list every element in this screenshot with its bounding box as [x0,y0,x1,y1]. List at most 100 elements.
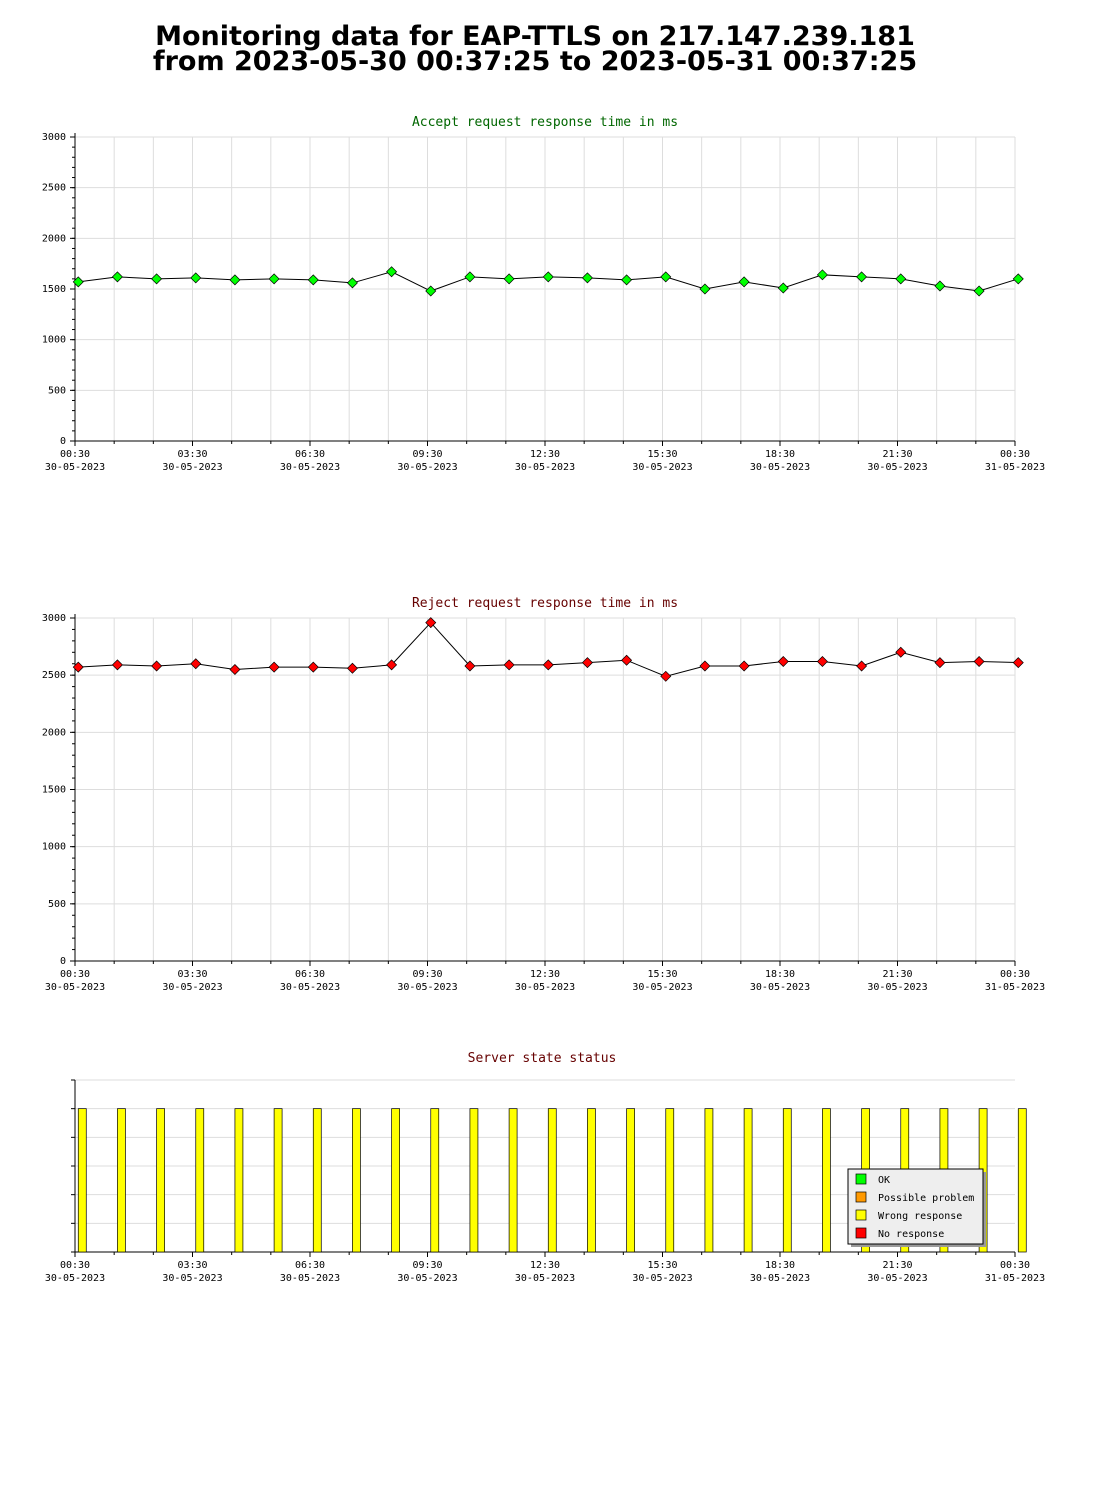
status-bar [822,1108,831,1253]
reject-response-chart: Reject request response time in ms 0 500 10… [42,596,1045,993]
status-bar [430,1108,440,1253]
reject-xtick-date: 30-05-2023 [162,982,222,993]
accept-data-point [738,276,750,288]
accept-data-point [464,271,476,283]
status-bar [234,1108,244,1253]
status-bar [626,1108,635,1253]
status-bar [743,1108,753,1253]
reject-title: Reject request response time in ms [412,596,678,611]
reject-xtick-time: 21:30 [882,969,912,980]
accept-ytick-label: 2000 [42,233,66,244]
status-bar [117,1108,126,1253]
reject-data-point [581,657,593,669]
reject-data-point [268,661,280,673]
reject-xtick-time: 03:30 [177,969,207,980]
status-bar [77,1108,87,1253]
reject-xtick-time: 12:30 [530,969,560,980]
accept-xtick-date: 30-05-2023 [280,462,340,473]
accept-xtick-time: 09:30 [412,449,442,460]
reject-data-point [660,670,672,682]
accept-data-point [111,271,123,283]
reject-xtick-time: 00:30 [60,969,90,980]
reject-data-point [229,663,241,675]
status-xtick-time: 00:30 [1000,1260,1030,1271]
reject-data-point [190,658,202,670]
reject-data-point [503,659,515,671]
legend-swatch [855,1191,867,1203]
reject-data-point [151,660,163,672]
reject-data-point [542,659,554,671]
legend-swatch [855,1173,867,1185]
reject-xtick-date: 30-05-2023 [280,982,340,993]
accept-response-chart: Accept request response time in ms 0 500 10… [42,115,1045,473]
accept-data-point [542,271,554,283]
status-xtick-time: 21:30 [882,1260,912,1271]
accept-xtick-date: 30-05-2023 [162,462,222,473]
status-bar [665,1108,675,1253]
accept-xtick-date: 31-05-2023 [985,462,1045,473]
accept-data-point [856,271,868,283]
accept-xtick-date: 30-05-2023 [632,462,692,473]
accept-data-point [346,277,358,289]
accept-data-point [816,269,828,281]
reject-xtick-date: 30-05-2023 [515,982,575,993]
status-title: Server state status [468,1051,617,1066]
accept-data-point [895,273,907,285]
reject-xtick-date: 31-05-2023 [985,982,1045,993]
accept-data-point [581,272,593,284]
reject-data-point [1012,657,1024,669]
reject-ytick-label: 500 [48,899,66,910]
status-xtick-date: 30-05-2023 [750,1273,810,1284]
accept-ytick-label: 3000 [42,132,66,143]
reject-data-point [934,657,946,669]
status-xtick-time: 03:30 [177,1260,207,1271]
reject-data-point [464,660,476,672]
status-xtick-date: 30-05-2023 [45,1273,105,1284]
status-xtick-time: 18:30 [765,1260,795,1271]
reject-xtick-date: 30-05-2023 [397,982,457,993]
reject-xtick-time: 15:30 [647,969,677,980]
reject-xtick-time: 00:30 [1000,969,1030,980]
server-status-chart: Server state status 00:30 30-05-2023 03:30 3… [45,1051,1045,1284]
reject-xtick-time: 06:30 [295,969,325,980]
status-bar [352,1108,361,1253]
page-title-line1: Monitoring data for EAP-TTLS on 217.147.… [155,21,915,52]
status-xtick-date: 30-05-2023 [397,1273,457,1284]
reject-ytick-label: 1000 [42,842,66,853]
reject-ytick-label: 2000 [42,727,66,738]
accept-data-point [229,274,241,286]
reject-data-point [816,655,828,667]
status-xtick-time: 12:30 [530,1260,560,1271]
reject-data-point [386,659,398,671]
accept-data-point [934,280,946,292]
legend-swatch [855,1209,867,1221]
legend-label: OK [878,1175,890,1186]
accept-ytick-label: 0 [60,436,66,447]
status-xtick-date: 30-05-2023 [867,1273,927,1284]
reject-xtick-date: 30-05-2023 [750,982,810,993]
status-bar [704,1108,714,1253]
accept-xtick-date: 30-05-2023 [750,462,810,473]
status-xtick-time: 15:30 [647,1260,677,1271]
legend-label: No response [878,1229,944,1240]
accept-xtick-date: 30-05-2023 [867,462,927,473]
accept-data-point [307,274,319,286]
accept-title: Accept request response time in ms [412,115,678,130]
reject-ytick-label: 2500 [42,670,66,681]
accept-data-point [621,274,633,286]
reject-data-point [895,646,907,658]
accept-data-point [1012,273,1024,285]
legend-box [847,1168,984,1245]
accept-data-point [386,266,398,278]
reject-data-point [111,659,123,671]
page-title-line2: from 2023-05-30 00:37:25 to 2023-05-31 0… [152,46,918,77]
accept-xtick-date: 30-05-2023 [397,462,457,473]
accept-data-point [777,282,789,294]
status-xtick-date: 30-05-2023 [162,1273,222,1284]
status-xtick-time: 00:30 [60,1260,90,1271]
accept-data-point [973,285,985,297]
legend-swatch [855,1227,867,1239]
reject-ytick-label: 3000 [42,613,66,624]
accept-xtick-time: 15:30 [647,449,677,460]
accept-xtick-time: 06:30 [295,449,325,460]
